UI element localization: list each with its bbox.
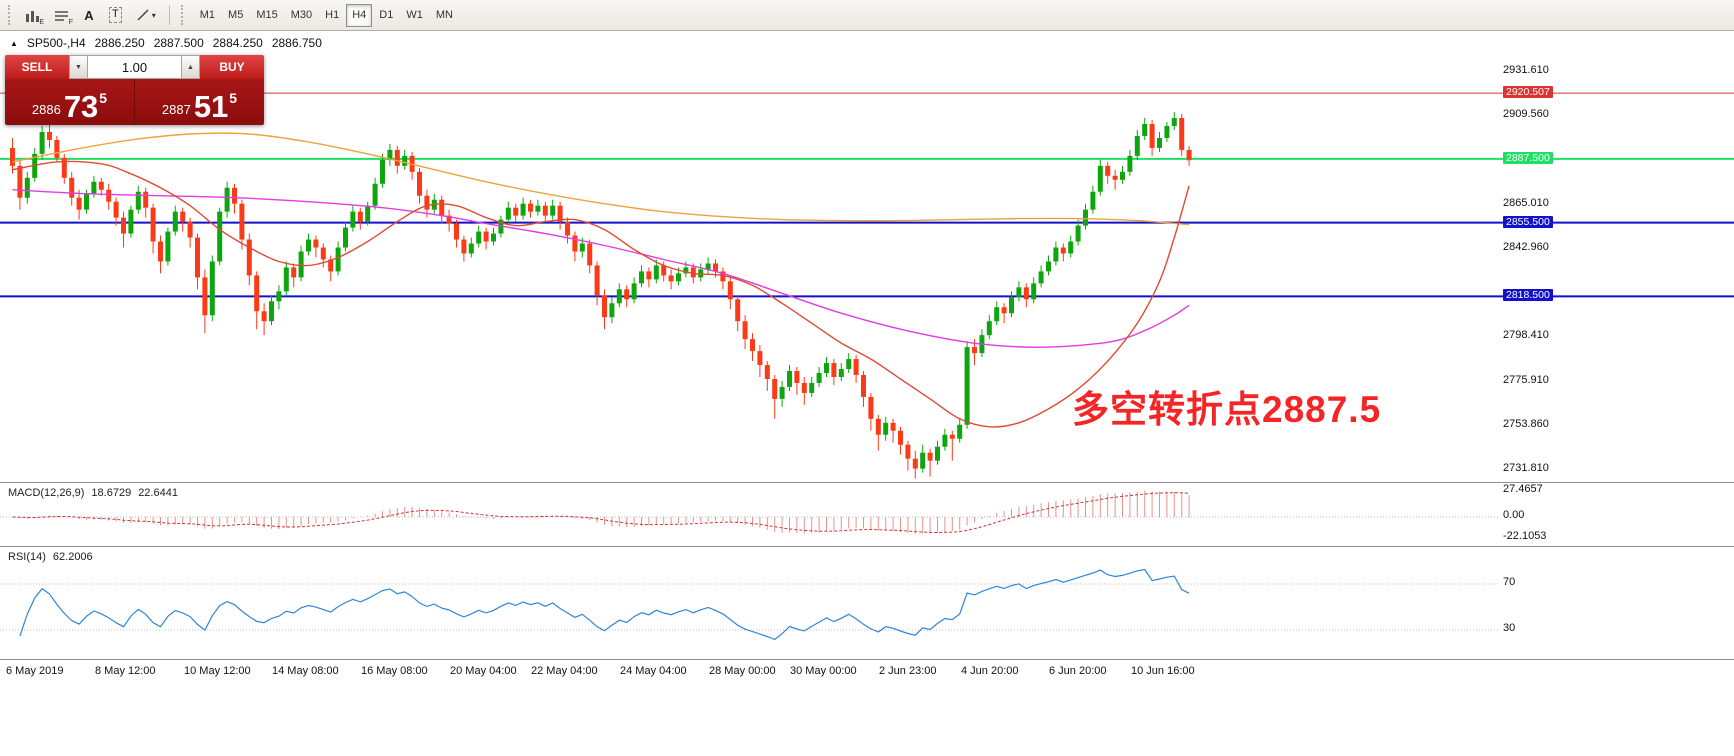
macd-signal-line — [12, 492, 1190, 534]
chevron-down-icon: ▾ — [151, 10, 156, 20]
time-axis-label: 14 May 08:00 — [272, 665, 339, 677]
symbol-timeframe-label: SP500-,H4 — [26, 36, 86, 50]
ohlc-high: 2887.500 — [153, 36, 204, 50]
toolbar-separator — [168, 5, 170, 25]
top-toolbar: E F A T ▾ M1 M5 M15 M30 H1 H4 D1 W1 MN — [0, 0, 1734, 31]
tf-button-H1[interactable]: H1 — [325, 9, 340, 21]
ohlc-low: 2884.250 — [212, 36, 263, 50]
bid-big-figure: 73 — [63, 88, 99, 124]
chart-window: 6 May 2019 8 May 12:00 10 May 12:00 14 May … — [0, 31, 1734, 756]
tf-button-M5[interactable]: M5 — [228, 9, 244, 21]
toolbar-drag-handle-2[interactable] — [180, 5, 186, 25]
time-axis-label: 2 Jun 23:00 — [879, 665, 937, 677]
tf-button-H4[interactable]: H4 — [346, 3, 373, 27]
letter-t-icon: T — [109, 7, 122, 23]
time-axis-label: 10 Jun 16:00 — [1131, 665, 1195, 677]
time-axis-label: 16 May 08:00 — [361, 665, 428, 677]
macd-signal-value: 22.6441 — [138, 487, 178, 499]
macd-panel[interactable] — [0, 482, 1734, 546]
macd-label: MACD(12,26,9) 18.6729 22.6441 — [8, 487, 178, 499]
tf-button-M1[interactable]: M1 — [199, 9, 216, 21]
chart-annotation-text: 多空转折点2887.5 — [1072, 389, 1382, 430]
ask-big-figure: 51 — [193, 88, 229, 124]
time-axis-label: 4 Jun 20:00 — [961, 665, 1019, 677]
bid-ask-divider — [134, 79, 135, 125]
charts-list-button[interactable]: F — [48, 4, 75, 27]
icon-sub-letter-e: E — [39, 18, 44, 26]
text-tool-button[interactable]: A — [77, 4, 101, 27]
time-axis-label: 6 Jun 20:00 — [1049, 665, 1107, 677]
ask-price[interactable]: 2887 51 5 — [135, 79, 264, 125]
bid-price[interactable]: 2886 73 5 — [5, 79, 134, 125]
time-axis-label: 30 May 00:00 — [790, 665, 857, 677]
tf-button-MN[interactable]: MN — [435, 9, 453, 21]
draw-line-tool-button[interactable]: ▾ — [130, 4, 162, 27]
ohlc-open: 2886.250 — [94, 36, 145, 50]
horizontal-level-lines — [0, 92, 1734, 298]
bid-pip: 5 — [99, 90, 108, 106]
charts-bar-button[interactable]: E — [19, 4, 46, 27]
macd-main-value: 18.6729 — [91, 487, 132, 499]
tf-button-M30[interactable]: M30 — [290, 9, 313, 21]
tf-button-M15[interactable]: M15 — [256, 9, 278, 21]
bid-prefix: 2886 — [31, 102, 61, 117]
trendline-icon — [137, 9, 149, 21]
time-axis-label: 6 May 2019 — [6, 665, 64, 677]
time-axis-label: 20 May 04:00 — [450, 665, 517, 677]
sell-button[interactable]: SELL — [5, 55, 69, 79]
time-axis: 6 May 2019 8 May 12:00 10 May 12:00 14 May … — [0, 659, 1734, 756]
ask-prefix: 2887 — [161, 102, 191, 117]
tf-button-D1[interactable]: D1 — [379, 9, 394, 21]
rsi-line — [19, 568, 1190, 641]
moving-average-lines — [12, 132, 1190, 428]
list-icon — [55, 10, 68, 21]
time-axis-label: 10 May 12:00 — [184, 665, 251, 677]
time-axis-label: 22 May 04:00 — [531, 665, 598, 677]
letter-a-icon: A — [84, 7, 94, 23]
buy-button[interactable]: BUY — [200, 55, 264, 79]
ohlc-close: 2886.750 — [271, 36, 322, 50]
text-label-tool-button[interactable]: T — [103, 4, 128, 27]
macd-name: MACD(12,26,9) — [8, 487, 85, 499]
macd-histogram — [19, 490, 1190, 534]
rsi-level-lines — [0, 583, 1500, 631]
price-chart[interactable] — [0, 31, 1734, 482]
volume-increase-button[interactable]: ▲ — [181, 55, 200, 79]
rsi-value: 62.2006 — [52, 551, 93, 563]
time-axis-label: 28 May 00:00 — [709, 665, 776, 677]
rsi-name: RSI(14) — [8, 551, 46, 563]
chart-ohlc-title: ▲ SP500-,H4 2886.250 2887.500 2884.250 2… — [10, 36, 322, 50]
volume-input[interactable] — [88, 55, 181, 79]
rsi-label: RSI(14) 62.2006 — [8, 551, 93, 563]
volume-decrease-button[interactable]: ▼ — [69, 55, 88, 79]
time-axis-label: 8 May 12:00 — [95, 665, 156, 677]
time-axis-label: 24 May 04:00 — [620, 665, 687, 677]
timeframe-buttons: M1 M5 M15 M30 H1 H4 D1 W1 MN — [194, 3, 459, 27]
toolbar-drag-handle[interactable] — [8, 5, 13, 25]
rsi-panel[interactable] — [0, 546, 1734, 659]
icon-sub-letter-f: F — [68, 18, 73, 26]
tf-button-W1[interactable]: W1 — [406, 9, 423, 21]
ask-pip: 5 — [229, 90, 238, 106]
bar-chart-icon — [26, 10, 39, 22]
collapse-arrow-icon[interactable]: ▲ — [10, 38, 18, 48]
